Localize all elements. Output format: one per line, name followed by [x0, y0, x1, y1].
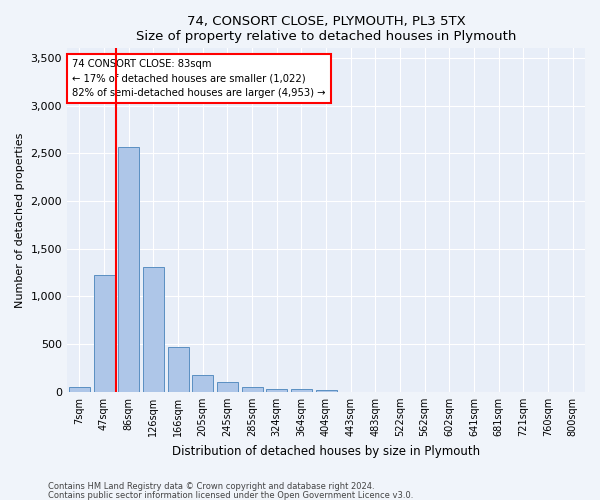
Bar	[242, 387, 263, 392]
Text: Contains HM Land Registry data © Crown copyright and database right 2024.: Contains HM Land Registry data © Crown c…	[48, 482, 374, 491]
Bar	[94, 276, 115, 392]
Text: 74 CONSORT CLOSE: 83sqm
← 17% of detached houses are smaller (1,022)
82% of semi: 74 CONSORT CLOSE: 83sqm ← 17% of detache…	[72, 58, 326, 98]
Y-axis label: Number of detached properties: Number of detached properties	[15, 132, 25, 308]
Bar	[118, 146, 139, 392]
Title: 74, CONSORT CLOSE, PLYMOUTH, PL3 5TX
Size of property relative to detached house: 74, CONSORT CLOSE, PLYMOUTH, PL3 5TX Siz…	[136, 15, 516, 43]
Bar	[217, 382, 238, 392]
Bar	[167, 347, 188, 392]
Text: Contains public sector information licensed under the Open Government Licence v3: Contains public sector information licen…	[48, 490, 413, 500]
Bar	[192, 375, 213, 392]
Bar	[143, 267, 164, 392]
Bar	[316, 390, 337, 392]
X-axis label: Distribution of detached houses by size in Plymouth: Distribution of detached houses by size …	[172, 444, 480, 458]
Bar	[266, 389, 287, 392]
Bar	[291, 389, 312, 392]
Bar	[69, 387, 90, 392]
